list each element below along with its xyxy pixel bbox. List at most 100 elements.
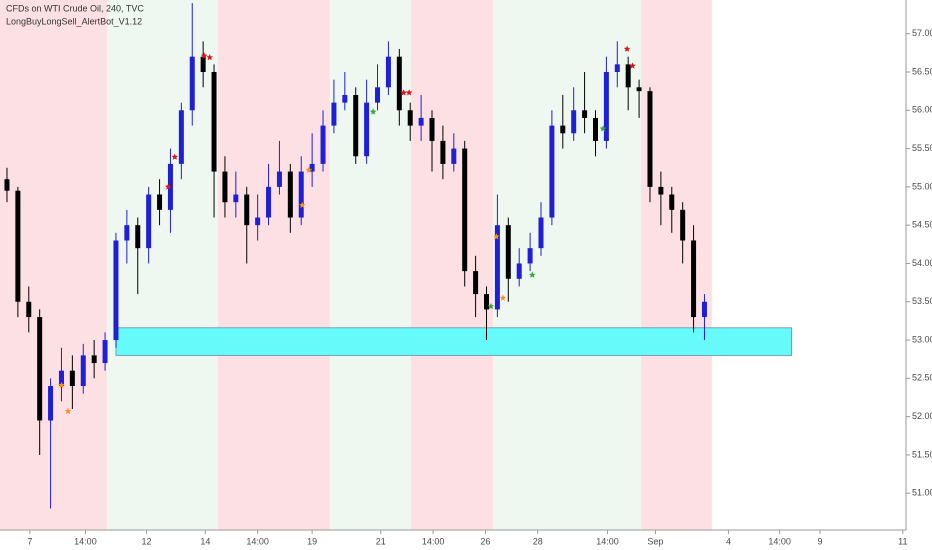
candle-body xyxy=(691,240,697,318)
candle-body xyxy=(680,209,686,241)
candle-body xyxy=(538,217,544,249)
candle-body xyxy=(331,102,337,126)
candle-body xyxy=(69,370,75,387)
candle-body xyxy=(135,225,141,249)
x-tick-label: 14:00 xyxy=(768,536,791,546)
candle-body xyxy=(451,148,457,164)
session-zone xyxy=(106,0,218,530)
candle-body xyxy=(178,110,184,164)
candle-body xyxy=(102,340,108,364)
candle-body xyxy=(222,171,228,203)
candle-body xyxy=(276,171,282,187)
candle-body xyxy=(505,225,511,279)
x-tick-label: 14:00 xyxy=(246,536,269,546)
signal-star xyxy=(400,89,407,96)
candle-body xyxy=(560,125,566,134)
signal-star xyxy=(493,233,500,240)
x-tick-label: 21 xyxy=(376,536,386,546)
session-zone xyxy=(640,0,712,530)
candle-body xyxy=(603,71,609,141)
candle-body xyxy=(592,117,598,141)
candle-body xyxy=(342,94,348,103)
candle-body xyxy=(266,186,272,218)
candle-body xyxy=(571,110,577,134)
signal-star xyxy=(200,52,208,59)
x-tick-label: 4 xyxy=(726,536,731,546)
candle-body xyxy=(298,171,304,218)
candle-body xyxy=(484,294,490,310)
candle-body xyxy=(124,225,130,241)
candle-body xyxy=(157,194,163,210)
session-zone xyxy=(217,0,330,530)
signal-star xyxy=(299,201,306,209)
y-tick-label: 55.50 xyxy=(912,143,932,153)
x-tick-label: 28 xyxy=(533,536,543,546)
candle-body xyxy=(113,240,119,341)
candle-body xyxy=(429,117,435,141)
candle-body xyxy=(15,190,21,302)
candle-body xyxy=(582,110,588,118)
candle-body xyxy=(26,301,32,318)
candle-body xyxy=(58,370,64,387)
candle-body xyxy=(353,94,359,157)
candle-body xyxy=(364,102,370,157)
x-tick-label: 14:00 xyxy=(422,536,445,546)
y-tick-label: 53.00 xyxy=(912,334,932,344)
candle-body xyxy=(200,56,206,72)
x-tick-label: 26 xyxy=(480,536,490,546)
candle-body xyxy=(614,64,620,72)
candle-body xyxy=(669,194,675,210)
signal-star xyxy=(305,166,313,173)
candle-body xyxy=(320,125,326,164)
x-tick-label: Sep xyxy=(647,536,663,546)
x-tick-label: 12 xyxy=(141,536,151,546)
candle-body xyxy=(658,186,664,195)
y-tick-label: 51.50 xyxy=(912,449,932,459)
session-zone xyxy=(410,0,493,530)
y-tick-label: 56.50 xyxy=(912,66,932,76)
candle-body xyxy=(375,87,381,103)
candle-body xyxy=(48,386,54,421)
x-tick-label: 11 xyxy=(898,536,907,546)
candle-body xyxy=(233,194,239,203)
candle-body xyxy=(647,91,653,187)
x-tick-label: 14:00 xyxy=(596,536,619,546)
x-tick-label: 14 xyxy=(200,536,210,546)
candle-body xyxy=(4,179,10,191)
candle-body xyxy=(309,163,315,172)
x-tick-label: 14:00 xyxy=(74,536,97,546)
candle-body xyxy=(396,56,402,111)
signal-star xyxy=(58,381,65,389)
candle-body xyxy=(146,194,152,249)
y-tick-label: 54.00 xyxy=(912,258,932,268)
candle-body xyxy=(462,148,468,272)
candle-body xyxy=(91,355,97,364)
candle-body xyxy=(244,194,250,226)
plot-area xyxy=(0,0,793,530)
y-tick-label: 52.50 xyxy=(912,373,932,383)
y-tick-label: 55.00 xyxy=(912,181,932,191)
candle-body xyxy=(549,125,555,218)
candle-body xyxy=(37,317,43,421)
candle-body xyxy=(189,56,195,111)
candle-body xyxy=(440,140,446,164)
indicator-name: LongBuyLongSell_AlertBot_V1.12 xyxy=(6,16,142,26)
candle-body xyxy=(636,87,642,92)
signal-star xyxy=(206,53,213,61)
candle-body xyxy=(287,171,293,218)
x-tick-label: 7 xyxy=(27,536,32,546)
signal-star xyxy=(528,271,536,278)
y-tick-label: 53.50 xyxy=(912,296,932,306)
candle-body xyxy=(527,248,533,264)
candle-body xyxy=(80,355,86,387)
y-tick-label: 52.00 xyxy=(912,411,932,421)
candle-body xyxy=(211,71,217,172)
support-zone xyxy=(115,327,793,356)
candle-body xyxy=(473,271,479,295)
candle-body xyxy=(418,117,424,126)
y-tick-label: 57.00 xyxy=(912,28,932,38)
chart-title: CFDs on WTI Crude Oil, 240, TVC xyxy=(6,3,144,13)
candle-body xyxy=(385,56,391,88)
y-tick-label: 54.50 xyxy=(912,220,932,230)
